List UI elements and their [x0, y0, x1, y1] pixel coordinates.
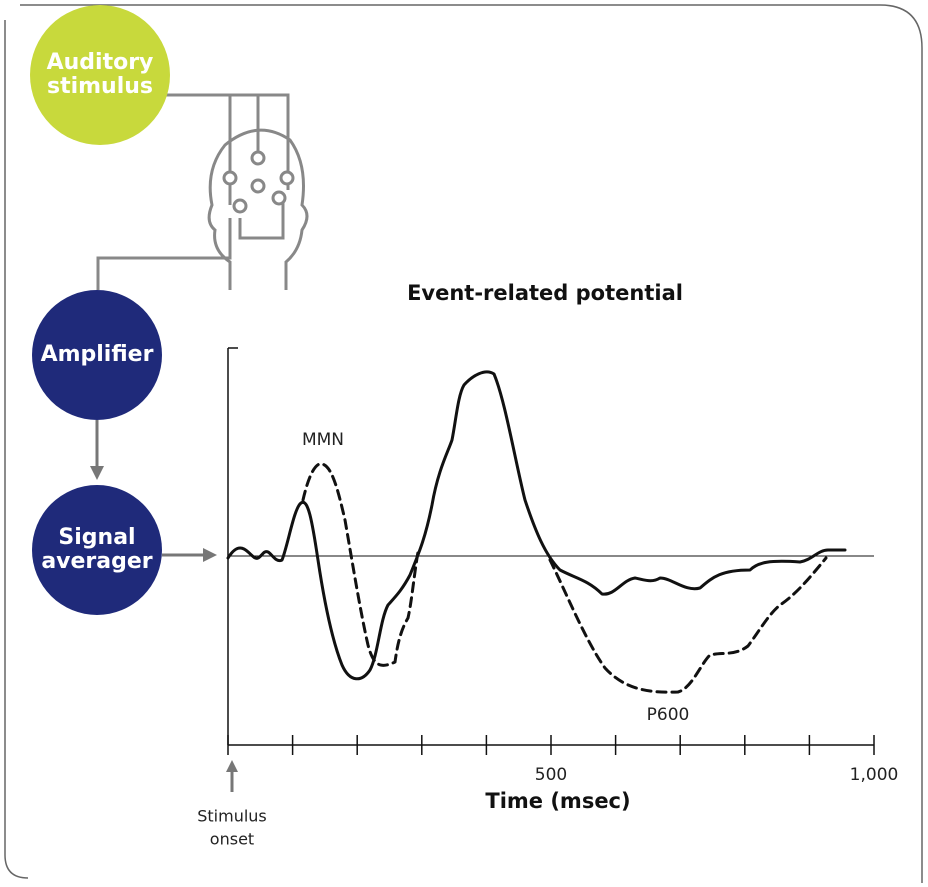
annotation: MMN — [302, 430, 344, 450]
node-label: Amplifier — [41, 342, 154, 367]
frame-left — [5, 20, 28, 878]
figure: AuditorystimulusAmplifierSignalaverager … — [0, 0, 928, 883]
node-label: Signal — [58, 525, 135, 550]
onset-label: Stimulus — [197, 807, 267, 826]
node-label: Auditory — [47, 50, 154, 75]
head-icon — [209, 130, 307, 290]
x-axis-label: Time (msec) — [485, 789, 630, 813]
onset-label: onset — [210, 830, 254, 849]
node-label: averager — [41, 549, 152, 574]
frame — [20, 5, 922, 883]
annotation: P600 — [647, 705, 690, 725]
node-label: stimulus — [47, 74, 153, 99]
erp-standard — [228, 372, 845, 679]
chart-title: Event-related potential — [407, 281, 683, 305]
x-tick-label: 1,000 — [850, 765, 899, 785]
erp-deviant — [303, 464, 826, 692]
x-tick-label: 500 — [535, 765, 567, 785]
